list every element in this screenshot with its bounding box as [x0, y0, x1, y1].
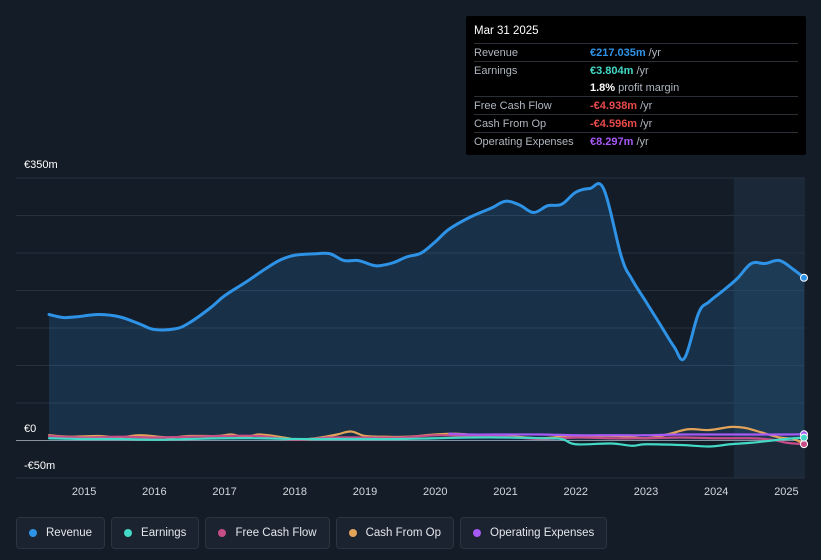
- tooltip-label: Earnings: [474, 64, 518, 77]
- tooltip-unit: profit margin: [618, 81, 680, 94]
- tooltip-row-profit-margin: 1.8% profit margin: [474, 79, 798, 96]
- earnings-endpoint: [800, 433, 808, 442]
- x-tick-label: 2017: [212, 486, 236, 498]
- legend-label: Earnings: [141, 527, 187, 539]
- cash-from-op-dot-icon: [348, 529, 357, 537]
- tooltip-label: Free Cash Flow: [474, 99, 552, 112]
- x-axis-ticks: 2015 2016 2017 2018 2019 2020 2021 2022 2023 2024…: [72, 486, 799, 498]
- tooltip-label: Operating Expenses: [474, 135, 574, 148]
- legend: Revenue Earnings Free Cash Flow Cash Fro…: [16, 517, 608, 549]
- y-axis-top-label: €350m: [24, 159, 58, 171]
- tooltip-value: €8.297m: [590, 135, 634, 148]
- tooltip-value: €217.035m: [590, 46, 646, 59]
- x-tick-label: 2019: [353, 486, 377, 498]
- x-tick-label: 2023: [634, 486, 658, 498]
- x-tick-label: 2022: [564, 486, 588, 498]
- tooltip-value: -€4.596m: [590, 117, 638, 130]
- revenue-line[interactable]: [47, 182, 806, 362]
- chart-canvas[interactable]: 2015 2016 2017 2018 2019 2020 2021 2022 2023 2024…: [0, 0, 821, 510]
- x-tick-label: 2020: [423, 486, 447, 498]
- x-tick-label: 2016: [142, 486, 166, 498]
- legend-operating-expenses[interactable]: Operating Expenses: [460, 517, 608, 549]
- x-tick-label: 2021: [493, 486, 517, 498]
- legend-label: Free Cash Flow: [235, 527, 317, 539]
- legend-cash-from-op[interactable]: Cash From Op: [335, 517, 455, 549]
- y-axis-bottom-label: -€50m: [24, 460, 56, 472]
- x-tick-label: 2025: [774, 486, 798, 498]
- legend-revenue[interactable]: Revenue: [16, 517, 106, 549]
- x-tick-label: 2024: [704, 486, 728, 498]
- earnings-dot-icon: [124, 529, 133, 537]
- y-axis-zero-label: €0: [24, 423, 37, 435]
- free-cash-flow-dot-icon: [218, 529, 227, 537]
- tooltip-unit: /yr: [636, 135, 649, 148]
- tooltip-value: -€4.938m: [590, 99, 638, 112]
- revenue-dot-icon: [29, 529, 37, 537]
- legend-free-cash-flow[interactable]: Free Cash Flow: [205, 517, 330, 549]
- x-tick-label: 2015: [72, 486, 96, 498]
- legend-earnings[interactable]: Earnings: [111, 517, 200, 549]
- legend-label: Revenue: [46, 527, 93, 539]
- tooltip-row-earnings: Earnings €3.804m /yr: [474, 61, 798, 79]
- series-layer: [47, 182, 808, 449]
- earnings-line[interactable]: [47, 436, 806, 448]
- tooltip-label: Revenue: [474, 46, 519, 59]
- revenue-area: [49, 183, 804, 441]
- legend-label: Cash From Op: [365, 527, 442, 539]
- tooltip-row-free-cash-flow: Free Cash Flow -€4.938m /yr: [474, 96, 798, 114]
- free-cash-flow-line[interactable]: [47, 434, 806, 446]
- legend-label: Operating Expenses: [490, 527, 595, 539]
- x-tick-label: 2018: [283, 486, 307, 498]
- tooltip-value: 1.8%: [590, 81, 616, 94]
- tooltip-row-cash-from-op: Cash From Op -€4.596m /yr: [474, 114, 798, 132]
- tooltip-unit: /yr: [640, 117, 653, 130]
- tooltip-date: Mar 31 2025: [474, 25, 539, 37]
- tooltip-unit: /yr: [640, 99, 653, 112]
- tooltip-label: Cash From Op: [474, 117, 547, 130]
- tooltip-panel: Mar 31 2025 Revenue €217.035m /yr Earnin…: [466, 16, 806, 155]
- tooltip-unit: /yr: [636, 64, 649, 77]
- operating-expenses-dot-icon: [473, 529, 482, 537]
- tooltip-value: €3.804m: [590, 64, 634, 77]
- operating-expenses-line[interactable]: [448, 432, 806, 437]
- tooltip-row-operating-expenses: Operating Expenses €8.297m /yr: [474, 132, 798, 150]
- free-cash-flow-endpoint: [800, 440, 808, 449]
- revenue-endpoint: [800, 273, 808, 282]
- tooltip-row-revenue: Revenue €217.035m /yr: [474, 43, 798, 61]
- tooltip-unit: /yr: [648, 46, 661, 59]
